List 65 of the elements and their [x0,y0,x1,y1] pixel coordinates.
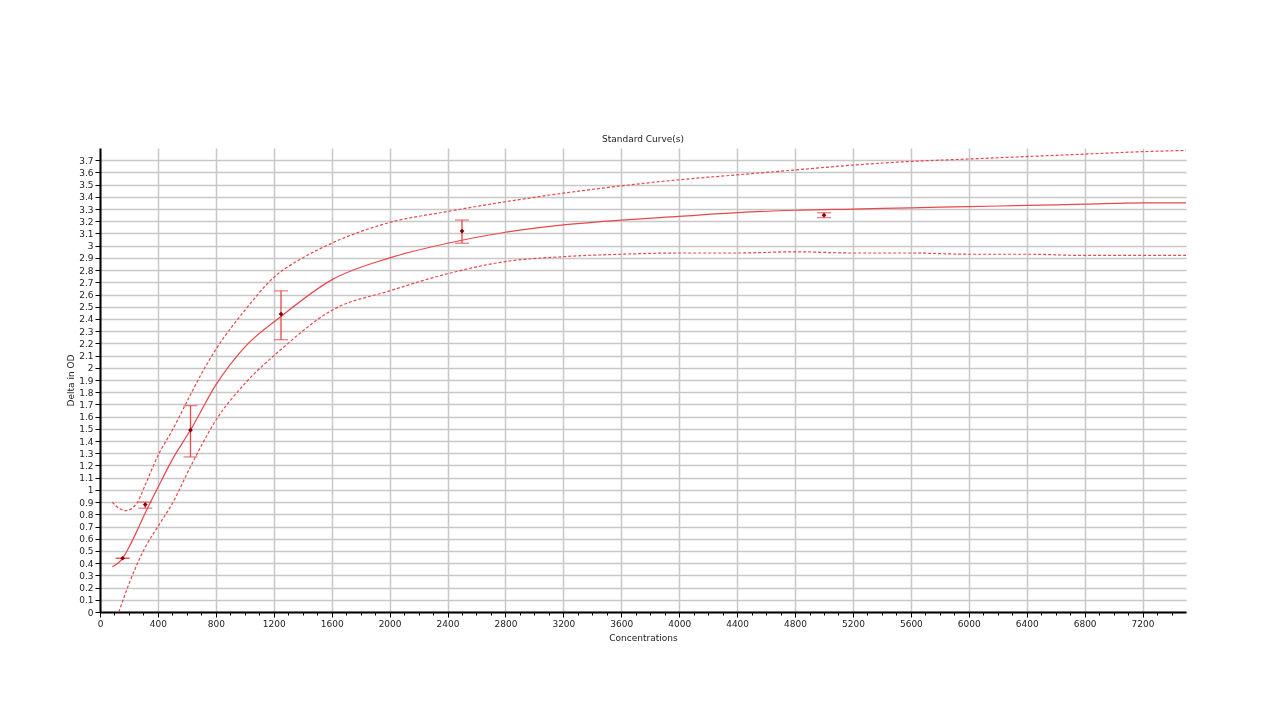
line-series [118,251,1187,613]
x-tick-label: 3600 [610,618,634,629]
x-tick-label: 2000 [378,618,402,629]
x-axis-title: Concentrations [609,632,678,643]
x-tick-label: 6000 [957,618,982,629]
x-tick-label: 4000 [668,618,692,629]
point [278,311,284,317]
y-tick-label: 0.6 [79,534,94,545]
y-tick-label: 1.3 [79,448,94,459]
point [459,228,465,234]
y-tick-label: 0.4 [79,558,94,569]
y-tick-label: 1.6 [79,412,94,423]
y-tick-label: 2.2 [79,338,94,349]
y-tick-label: 0.8 [79,509,94,520]
y-axis-title: Delta in OD [65,354,76,407]
x-tick-label: 1200 [262,618,286,629]
y-tick-label: 1 [87,485,94,496]
y-tick-label: 0.5 [79,546,94,557]
y-tick-label: 1.1 [79,473,94,484]
y-tick-label: 1.2 [79,460,94,471]
y-tick-label: 2.7 [79,277,94,288]
y-tick-label: 1.7 [79,399,94,410]
y-tick-label: 3.2 [79,216,94,227]
y-tick-label: 2.4 [79,314,94,325]
x-tick-label: 4400 [726,618,750,629]
y-tick-label: 0.1 [79,595,94,606]
y-tick-label: 1.4 [79,436,94,447]
y-tick-label: 2.3 [79,326,94,337]
y-tick-label: 0.2 [79,583,94,594]
x-tick-label: 5200 [842,618,866,629]
y-tick-label: 3.5 [79,180,94,191]
x-tick-label: 2800 [494,618,518,629]
y-tick-label: 1.9 [79,375,94,386]
y-tick-label: 3.7 [79,155,94,166]
chart-title: Standard Curve(s) [601,134,685,144]
x-tick-label: 2400 [436,618,460,629]
y-tick-label: 0.3 [79,570,94,581]
y-tick-label: 3.6 [79,167,94,178]
y-tick-label: 3.3 [79,204,94,215]
x-tick-label: 0 [97,618,104,629]
x-tick-label: 7200 [1131,618,1155,629]
x-tick-label: 800 [207,618,226,629]
y-tick-label: 0 [87,607,94,618]
line-series [111,149,1187,512]
x-tick-label: 3200 [552,618,576,629]
y-tick-label: 3 [87,241,94,252]
y-tick-label: 2 [87,363,94,374]
y-tick-label: 2.1 [79,351,94,362]
x-tick-label: 6400 [1015,618,1039,629]
x-tick-label: 6800 [1073,618,1097,629]
y-tick-label: 1.5 [79,424,94,435]
x-tick-label: 1600 [320,618,344,629]
y-tick-label: 0.7 [79,522,94,533]
line-series [111,202,1187,568]
y-tick-label: 2.5 [79,302,94,313]
x-tick-label: 5600 [899,618,924,629]
y-tick-label: 1.8 [79,387,94,398]
y-tick-label: 2.8 [79,265,94,276]
x-tick-label: 400 [149,618,168,629]
y-tick-label: 2.9 [79,253,94,264]
x-tick-label: 4800 [784,618,808,629]
y-tick-label: 3.4 [79,192,94,203]
y-tick-label: 0.9 [79,497,94,508]
y-tick-label: 3.1 [79,228,94,239]
y-tick-label: 2.6 [79,290,94,301]
